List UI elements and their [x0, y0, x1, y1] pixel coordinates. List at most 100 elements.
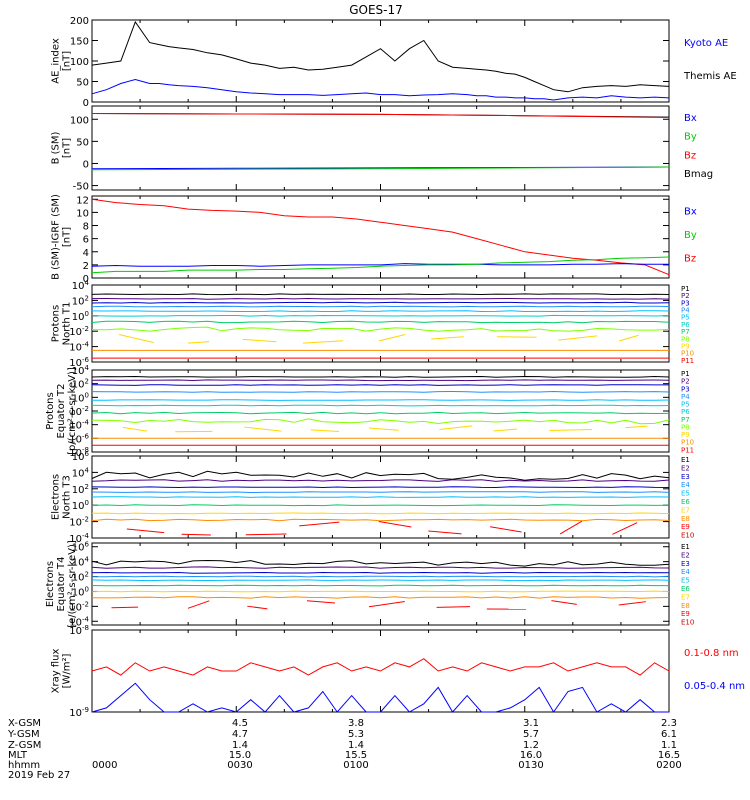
channel-p9 — [439, 425, 473, 430]
channel-e9 — [299, 521, 340, 527]
channel-p9 — [188, 341, 210, 344]
channel-p9 — [242, 338, 277, 343]
y-tick-label: 10-8 — [69, 624, 89, 637]
channel-p3 — [91, 384, 669, 386]
y-axis-label-line: North T1 — [62, 302, 73, 346]
y-axis-label-line: Electrons — [45, 561, 56, 607]
legend-p3: P3 — [681, 299, 690, 307]
legend-p2: P2 — [681, 378, 690, 386]
y-axis-label-line: [nT] — [62, 227, 73, 247]
legend-p4: P4 — [681, 393, 690, 401]
legend-by: By — [684, 132, 697, 143]
channel-e9 — [612, 522, 638, 535]
channel-e4 — [91, 491, 670, 494]
footer-value: 0030 — [227, 760, 252, 771]
panel-frame — [91, 369, 670, 453]
legend-e2: E2 — [681, 551, 690, 559]
y-tick-label: 12 — [76, 195, 89, 206]
y-tick-label: 0 — [83, 274, 89, 285]
channel-e2 — [91, 566, 670, 569]
channel-p3 — [91, 301, 670, 304]
y-tick-label: 100 — [72, 310, 89, 323]
channel-e8 — [91, 518, 670, 522]
legend-e8: E8 — [681, 602, 690, 610]
footer-value: 6.1 — [661, 729, 677, 740]
footer-value: 3.1 — [523, 718, 539, 729]
channel-e9 — [436, 606, 471, 608]
y-axis-label: B (SM)-IGRF (SM) [nT] — [51, 194, 73, 280]
footer-value: 0200 — [656, 760, 681, 771]
legend-p9: P9 — [681, 431, 690, 439]
channel-p6 — [91, 314, 670, 317]
legend-themis-ae: Themis AE — [683, 71, 737, 82]
legend-bmag: Bmag — [684, 169, 713, 180]
series-kyoto-ae — [91, 78, 670, 101]
y-tick-label: 0 — [83, 98, 89, 109]
legend-0-1-0-8-nm: 0.1-0.8 nm — [684, 648, 739, 659]
footer-value: 16.0 — [520, 750, 542, 761]
legend-p10: P10 — [681, 350, 694, 358]
channel-e4 — [91, 575, 670, 578]
channel-p9 — [431, 336, 464, 340]
panel-frame — [91, 105, 670, 191]
channel-e9 — [551, 600, 577, 605]
legend-e3: E3 — [681, 560, 690, 568]
y-axis-label-line: [p/(cm²-s-sr-keV)] — [67, 367, 78, 455]
footer-value: 15.5 — [345, 750, 367, 761]
legend-by: By — [684, 230, 697, 241]
channel-p5 — [91, 310, 670, 313]
y-tick-label: 102 — [72, 483, 89, 496]
legend-bx: Bx — [684, 207, 697, 218]
legend-e9: E9 — [681, 610, 690, 618]
y-tick-label: 4 — [83, 248, 89, 259]
channel-p7 — [91, 320, 670, 324]
legend-p7: P7 — [681, 416, 690, 424]
series-bz — [91, 113, 670, 118]
y-tick-label: 50 — [76, 78, 89, 89]
legend-e9: E9 — [681, 523, 690, 531]
channel-e8 — [91, 596, 670, 599]
footer-value: 0100 — [343, 760, 368, 771]
channel-e9 — [559, 520, 583, 535]
panel-xray: 10-8 10-9 Xray flux [W/m²] 0.1-0.8 nm 0.05-0.… — [51, 624, 746, 719]
series-bz — [91, 198, 670, 276]
series-by — [91, 166, 670, 171]
channel-e9 — [181, 533, 211, 536]
y-axis-label-line: Xray flux — [51, 649, 62, 694]
panel-ae: 200 150 100 50 0 AE_index [nT] Kyoto AE Themis A… — [51, 16, 737, 109]
footer-value: 2.3 — [661, 718, 677, 729]
y-tick-label: 50 — [76, 137, 89, 148]
channel-e3 — [91, 571, 670, 574]
y-axis-label-line: [nT] — [62, 138, 73, 158]
y-tick-label: 200 — [70, 16, 89, 27]
y-axis-label: Xray flux [W/m²] — [51, 649, 73, 694]
legend-p1: P1 — [681, 370, 690, 378]
legend-p4: P4 — [681, 307, 690, 315]
y-axis-label: Electrons Equator T4 [e/(cm²-s-sr-keV)] — [45, 540, 78, 628]
channel-p6 — [91, 404, 670, 407]
footer-label-x-gsm: X-GSM — [8, 718, 41, 729]
y-tick-label: 10-9 — [69, 706, 89, 719]
y-tick-label: 100 — [70, 115, 89, 126]
channel-e5 — [91, 496, 670, 498]
y-tick-label: 2 — [83, 261, 89, 272]
y-axis-label: AE_index [nT] — [51, 38, 73, 84]
legend-e1: E1 — [681, 456, 690, 464]
channel-p9 — [118, 334, 154, 343]
channel-p9 — [618, 334, 639, 342]
y-tick-label: 6 — [83, 235, 89, 246]
legend-e4: E4 — [681, 568, 690, 576]
legend-e6: E6 — [681, 585, 690, 593]
legend-e3: E3 — [681, 473, 690, 481]
series-themis-ae — [91, 20, 670, 93]
panel-frame — [91, 19, 670, 103]
legend-p8: P8 — [681, 335, 690, 343]
legend-p3: P3 — [681, 385, 690, 393]
legend-kyoto-ae: Kyoto AE — [684, 38, 728, 49]
channel-e1 — [91, 559, 670, 567]
channel-e6 — [91, 504, 670, 507]
